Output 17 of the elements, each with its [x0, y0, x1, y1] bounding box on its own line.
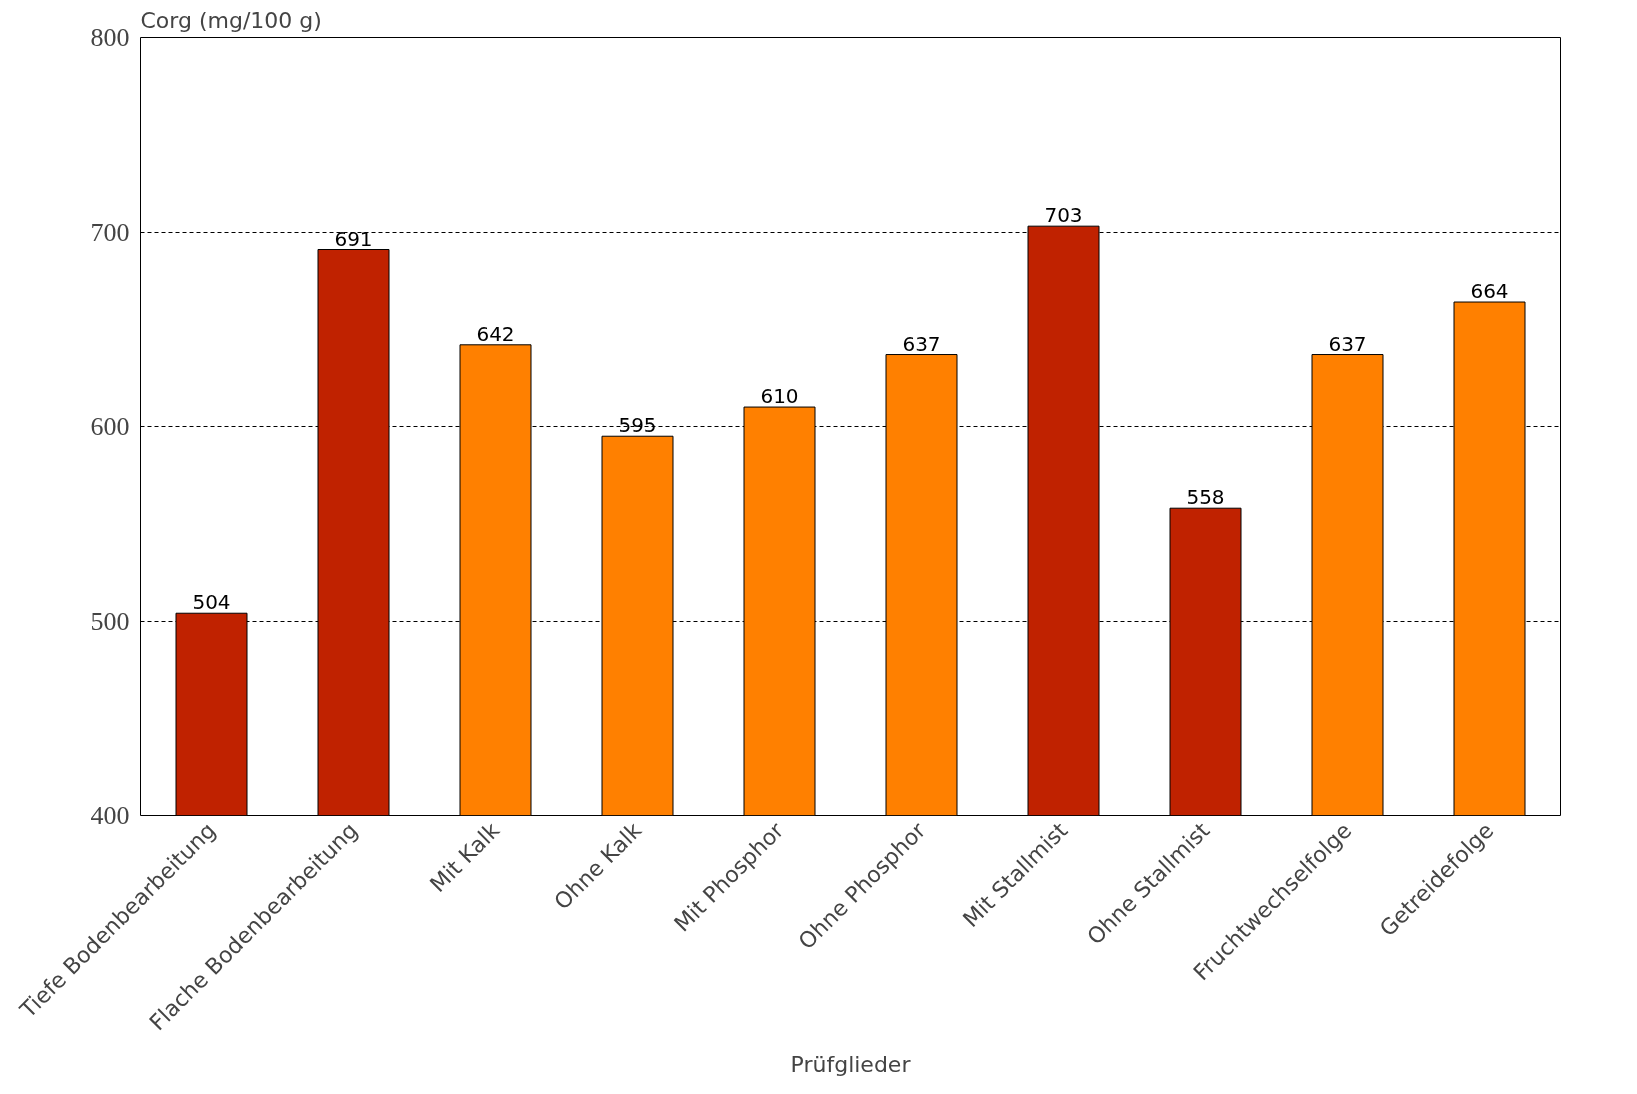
data-label: 642	[476, 321, 515, 346]
data-label: 504	[192, 590, 231, 615]
y-axis-title: Corg (mg/100 g)	[140, 7, 322, 33]
data-label: 558	[1186, 485, 1225, 510]
y-tick-label: 700	[90, 217, 130, 247]
y-tick-label: 600	[90, 412, 130, 441]
data-label: 595	[618, 413, 657, 438]
data-label: 691	[334, 226, 373, 251]
y-tick-label: 400	[90, 801, 130, 830]
data-label: 610	[760, 384, 799, 409]
data-label: 637	[1328, 331, 1367, 356]
data-label: 703	[1044, 203, 1083, 228]
x-axis-title: Prüfglieder	[790, 1052, 912, 1078]
data-label: 664	[1470, 279, 1509, 304]
y-tick-label: 500	[90, 606, 130, 636]
data-label: 637	[902, 331, 941, 356]
y-tick-label: 800	[90, 23, 130, 52]
